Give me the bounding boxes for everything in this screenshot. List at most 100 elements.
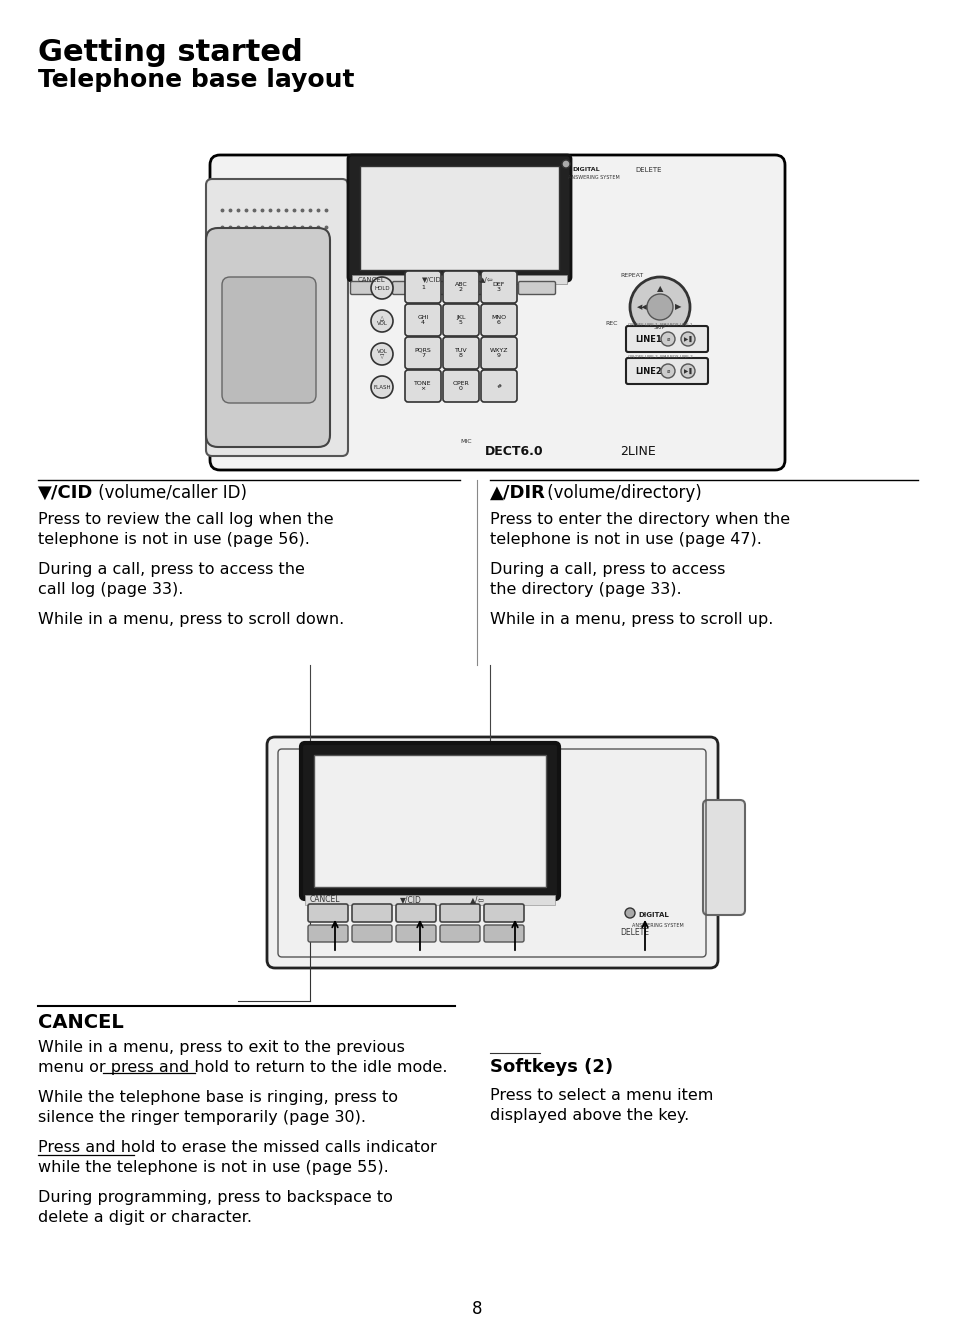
Text: Telephone base layout: Telephone base layout: [38, 68, 355, 92]
Text: PQRS
7: PQRS 7: [415, 347, 431, 358]
Text: FLASH: FLASH: [373, 385, 391, 390]
Text: REPEAT: REPEAT: [619, 273, 642, 278]
Text: While the telephone base is ringing, press to
silence the ringer temporarily (pa: While the telephone base is ringing, pre…: [38, 1090, 397, 1125]
Circle shape: [561, 160, 569, 168]
FancyBboxPatch shape: [480, 305, 517, 335]
FancyBboxPatch shape: [267, 737, 718, 969]
FancyBboxPatch shape: [439, 904, 479, 922]
Circle shape: [371, 277, 393, 299]
Text: ON/OFF LINE 1  MAILBOX LINE 1: ON/OFF LINE 1 MAILBOX LINE 1: [627, 323, 692, 327]
Text: ▼/CID: ▼/CID: [421, 277, 441, 283]
Bar: [314, 755, 545, 887]
Text: ◀◀: ◀◀: [636, 305, 647, 310]
FancyBboxPatch shape: [480, 370, 517, 402]
FancyBboxPatch shape: [434, 282, 471, 294]
Text: DELETE: DELETE: [619, 929, 648, 937]
Text: ▼/CID: ▼/CID: [38, 484, 93, 502]
FancyBboxPatch shape: [702, 800, 744, 915]
FancyBboxPatch shape: [352, 925, 392, 942]
Text: During programming, press to backspace to
delete a digit or character.: During programming, press to backspace t…: [38, 1190, 393, 1225]
FancyBboxPatch shape: [405, 271, 440, 303]
Bar: [352, 275, 566, 285]
Text: (volume/directory): (volume/directory): [541, 484, 701, 502]
Text: GHI
4: GHI 4: [416, 314, 428, 326]
FancyBboxPatch shape: [301, 743, 558, 899]
Text: ANSWERING SYSTEM: ANSWERING SYSTEM: [567, 175, 619, 180]
Text: Press to review the call log when the
telephone is not in use (page 56).: Press to review the call log when the te…: [38, 512, 334, 548]
Text: WXYZ
9: WXYZ 9: [489, 347, 508, 358]
Text: ▲/DIR: ▲/DIR: [490, 484, 545, 502]
FancyBboxPatch shape: [308, 904, 348, 922]
Text: (volume/caller ID): (volume/caller ID): [92, 484, 247, 502]
Text: DIGITAL: DIGITAL: [638, 912, 668, 918]
Text: 2LINE: 2LINE: [619, 445, 655, 458]
Circle shape: [371, 343, 393, 365]
Circle shape: [660, 363, 675, 378]
FancyBboxPatch shape: [442, 370, 478, 402]
FancyBboxPatch shape: [392, 282, 429, 294]
Text: SKIP: SKIP: [654, 325, 665, 330]
Circle shape: [624, 908, 635, 918]
Text: HOLD: HOLD: [374, 286, 390, 290]
Text: ▶▐: ▶▐: [683, 367, 692, 374]
Text: LINE2: LINE2: [635, 366, 661, 375]
Text: Press and hold to erase the missed calls indicator
while the telephone is not in: Press and hold to erase the missed calls…: [38, 1140, 436, 1176]
Text: #: #: [496, 383, 501, 389]
Text: LINE1: LINE1: [635, 334, 661, 343]
Text: MNO
6: MNO 6: [491, 314, 506, 326]
FancyBboxPatch shape: [480, 271, 517, 303]
FancyBboxPatch shape: [442, 271, 478, 303]
Circle shape: [371, 310, 393, 333]
FancyBboxPatch shape: [350, 282, 387, 294]
Text: Press to select a menu item
displayed above the key.: Press to select a menu item displayed ab…: [490, 1088, 713, 1124]
Text: ▲/⇦: ▲/⇦: [470, 895, 484, 904]
Circle shape: [371, 375, 393, 398]
Text: Press to enter the directory when the
telephone is not in use (page 47).: Press to enter the directory when the te…: [490, 512, 789, 548]
FancyBboxPatch shape: [476, 282, 513, 294]
FancyBboxPatch shape: [395, 904, 436, 922]
FancyBboxPatch shape: [206, 228, 330, 448]
Text: CANCEL: CANCEL: [310, 895, 340, 904]
Text: 1: 1: [420, 285, 424, 290]
Text: ⌀: ⌀: [666, 369, 669, 374]
Text: DIGITAL: DIGITAL: [572, 167, 599, 172]
FancyBboxPatch shape: [480, 337, 517, 369]
Text: DECT6.0: DECT6.0: [484, 445, 543, 458]
Bar: [359, 166, 558, 270]
Text: DELETE: DELETE: [635, 167, 660, 172]
FancyBboxPatch shape: [483, 925, 523, 942]
FancyBboxPatch shape: [439, 925, 479, 942]
FancyBboxPatch shape: [405, 337, 440, 369]
FancyBboxPatch shape: [308, 925, 348, 942]
Text: vtech: vtech: [254, 386, 307, 403]
Text: TUV
8: TUV 8: [455, 347, 467, 358]
Text: ▶▐: ▶▐: [683, 335, 692, 342]
Text: During a call, press to access
the directory (page 33).: During a call, press to access the direc…: [490, 562, 724, 597]
Text: CANCEL: CANCEL: [357, 277, 385, 283]
Text: VOL
▽: VOL ▽: [376, 349, 387, 359]
FancyBboxPatch shape: [625, 358, 707, 383]
Text: While in a menu, press to scroll down.: While in a menu, press to scroll down.: [38, 612, 344, 627]
Text: During a call, press to access the
call log (page 33).: During a call, press to access the call …: [38, 562, 305, 597]
FancyBboxPatch shape: [405, 305, 440, 335]
Bar: [305, 895, 555, 904]
Circle shape: [680, 363, 695, 378]
FancyBboxPatch shape: [206, 179, 348, 456]
Text: CANCEL: CANCEL: [38, 1013, 124, 1031]
Text: △
VOL: △ VOL: [376, 315, 387, 326]
Text: ON/OFF LINE 2  MAILBOX LINE 2: ON/OFF LINE 2 MAILBOX LINE 2: [627, 355, 692, 359]
Text: REC: REC: [604, 321, 617, 326]
Circle shape: [646, 294, 672, 321]
Text: ▼/CID: ▼/CID: [399, 895, 421, 904]
FancyBboxPatch shape: [518, 282, 555, 294]
Text: OPER
0: OPER 0: [452, 381, 469, 391]
Text: ABC
2: ABC 2: [455, 282, 467, 293]
Text: ANSWERING SYSTEM: ANSWERING SYSTEM: [631, 923, 683, 929]
Text: ⌀: ⌀: [666, 337, 669, 342]
Circle shape: [629, 277, 689, 337]
FancyBboxPatch shape: [348, 155, 571, 281]
FancyBboxPatch shape: [442, 305, 478, 335]
Text: ▶: ▶: [674, 302, 680, 311]
FancyBboxPatch shape: [395, 925, 436, 942]
Circle shape: [680, 333, 695, 346]
